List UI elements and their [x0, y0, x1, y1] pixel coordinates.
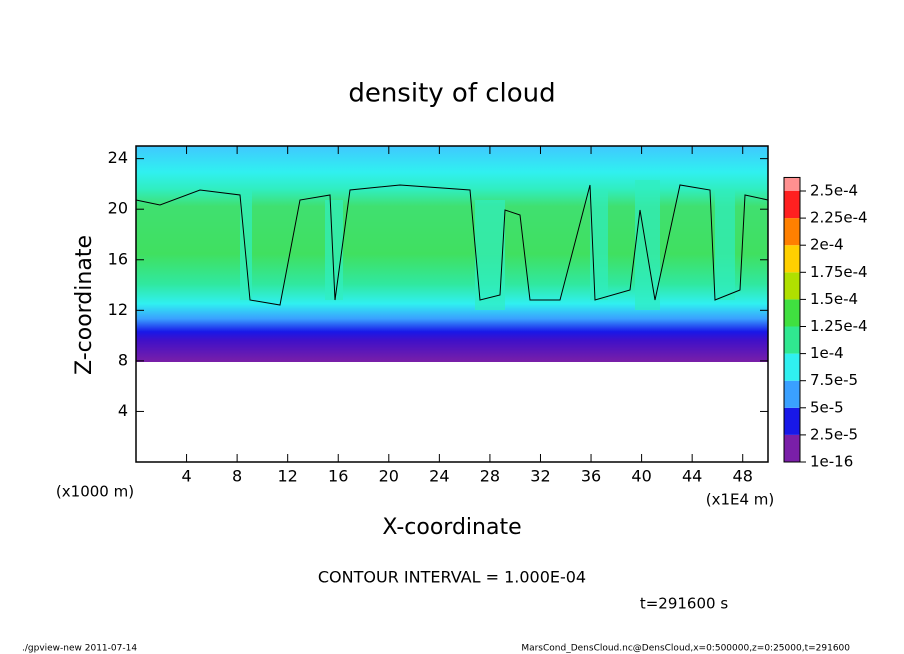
colorbar-swatch	[784, 191, 800, 219]
colorbar-swatch	[784, 218, 800, 246]
x-tick-label: 12	[278, 467, 298, 486]
x-tick-label: 40	[631, 467, 651, 486]
x-tick-label: 48	[733, 467, 753, 486]
x-tick-label: 4	[181, 467, 191, 486]
colorbar-label: 1.5e-4	[810, 290, 858, 308]
x-tick-label: 28	[480, 467, 500, 486]
chart-title: density of cloud	[348, 79, 555, 109]
colorbar-label: 2.5e-5	[810, 425, 858, 443]
colorbar-swatch	[784, 380, 800, 408]
colorbar-swatch	[784, 434, 800, 462]
x-tick-label: 16	[328, 467, 348, 486]
colorbar-swatch	[784, 245, 800, 273]
footer: MarsCond_DensCloud.nc@DensCloud,x=0:5000…	[521, 644, 850, 654]
x-axis-label: X-coordinate	[382, 515, 521, 540]
colorbar-swatch	[784, 353, 800, 381]
colorbar-swatch	[784, 299, 800, 327]
x-tick-label: 20	[379, 467, 399, 486]
y-axis-label: Z-coordinate	[72, 235, 97, 375]
annotation: CONTOUR INTERVAL = 1.000E-04	[318, 568, 586, 587]
x-tick-label: 44	[682, 467, 702, 486]
cloud-gaps	[240, 180, 735, 310]
cloud-field	[136, 146, 768, 362]
colorbar-swatch	[784, 272, 800, 300]
colorbar-label: 1e-16	[810, 453, 853, 471]
colorbar-label: 1.25e-4	[810, 317, 868, 335]
colorbar-label: 1e-4	[810, 344, 844, 362]
x-tick-label: 8	[232, 467, 242, 486]
colorbar-label: 2.5e-4	[810, 182, 858, 200]
footer: ./gpview-new 2011-07-14	[22, 644, 137, 654]
colorbar-swatch	[784, 407, 800, 435]
y-tick-label: 24	[108, 148, 128, 167]
x-tick-label: 24	[429, 467, 449, 486]
colorbar-swatch	[784, 177, 800, 191]
colorbar-swatch	[784, 326, 800, 354]
y-tick-label: 8	[118, 350, 128, 369]
contour-line	[135, 184, 769, 306]
colorbar-label: 2e-4	[810, 236, 844, 254]
colorbar-label: 7.5e-5	[810, 371, 858, 389]
colorbar-label: 2.25e-4	[810, 209, 868, 227]
y-tick-label: 16	[108, 249, 128, 268]
y-unit: (x1000 m)	[56, 483, 134, 501]
x-tick-label: 36	[581, 467, 601, 486]
plot-frame	[135, 145, 769, 463]
x-tick-label: 32	[530, 467, 550, 486]
colorbar-frame	[783, 176, 801, 463]
x-unit: (x1E4 m)	[706, 491, 775, 509]
y-tick-label: 20	[108, 199, 128, 218]
y-tick-label: 4	[118, 401, 128, 420]
annotation: t=291600 s	[640, 595, 728, 613]
colorbar-label: 5e-5	[810, 398, 844, 416]
y-tick-label: 12	[108, 300, 128, 319]
colorbar-label: 1.75e-4	[810, 263, 868, 281]
